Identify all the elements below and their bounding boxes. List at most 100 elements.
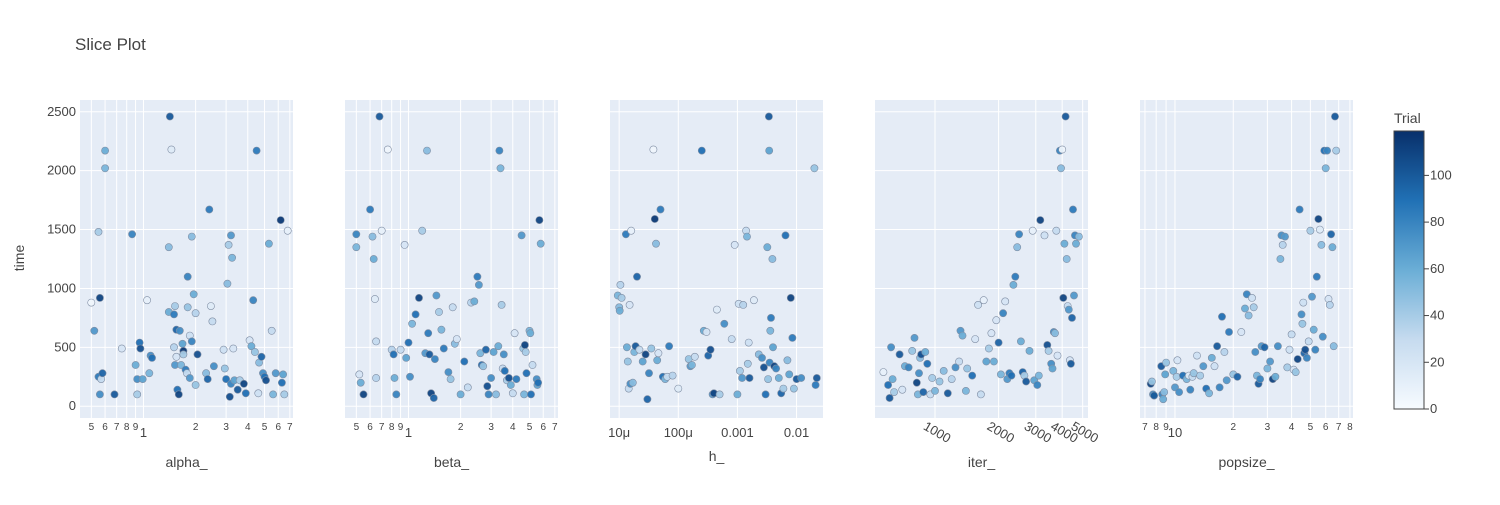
scatter-point[interactable]: [1064, 305, 1073, 314]
scatter-point[interactable]: [522, 369, 531, 378]
scatter-point[interactable]: [425, 350, 434, 359]
scatter-point[interactable]: [810, 164, 819, 173]
scatter-point[interactable]: [1036, 216, 1045, 224]
scatter-point[interactable]: [359, 390, 368, 399]
scatter-point[interactable]: [1007, 371, 1016, 380]
scatter-point[interactable]: [635, 345, 644, 354]
scatter-point[interactable]: [955, 357, 963, 366]
scatter-point[interactable]: [697, 146, 706, 155]
scatter-point[interactable]: [616, 280, 625, 289]
scatter-point[interactable]: [769, 343, 777, 352]
scatter-point[interactable]: [1001, 297, 1010, 306]
scatter-point[interactable]: [958, 331, 967, 340]
scatter-point[interactable]: [432, 291, 441, 300]
scatter-point[interactable]: [389, 350, 398, 359]
scatter-point[interactable]: [1040, 231, 1049, 240]
scatter-point[interactable]: [423, 146, 431, 155]
scatter-point[interactable]: [171, 302, 179, 310]
scatter-point[interactable]: [1303, 353, 1311, 362]
scatter-point[interactable]: [208, 317, 217, 326]
scatter-point[interactable]: [492, 390, 500, 399]
scatter-point[interactable]: [203, 375, 212, 383]
scatter-point[interactable]: [1266, 357, 1274, 366]
scatter-point[interactable]: [408, 319, 416, 328]
scatter-point[interactable]: [898, 385, 907, 394]
scatter-point[interactable]: [429, 394, 438, 402]
scatter-point[interactable]: [187, 232, 196, 241]
scatter-point[interactable]: [765, 112, 773, 121]
scatter-point[interactable]: [484, 390, 493, 399]
scatter-point[interactable]: [277, 378, 286, 387]
scatter-point[interactable]: [1304, 337, 1313, 346]
scatter-point[interactable]: [1062, 255, 1071, 263]
scatter-point[interactable]: [887, 343, 895, 352]
scatter-point[interactable]: [1321, 164, 1330, 173]
scatter-point[interactable]: [521, 341, 529, 349]
scatter-point[interactable]: [267, 326, 276, 335]
scatter-point[interactable]: [189, 290, 198, 299]
scatter-point[interactable]: [87, 298, 96, 307]
scatter-point[interactable]: [191, 381, 200, 389]
scatter-point[interactable]: [999, 309, 1007, 318]
scatter-point[interactable]: [470, 297, 479, 306]
scatter-point[interactable]: [654, 349, 663, 358]
scatter-point[interactable]: [1053, 351, 1062, 360]
scatter-point[interactable]: [98, 369, 107, 378]
scatter-point[interactable]: [1312, 272, 1321, 281]
scatter-point[interactable]: [1215, 383, 1224, 392]
scatter-point[interactable]: [1028, 226, 1037, 235]
scatter-point[interactable]: [786, 293, 795, 302]
scatter-point[interactable]: [652, 239, 660, 248]
scatter-point[interactable]: [743, 232, 751, 241]
scatter-point[interactable]: [928, 374, 937, 382]
scatter-point[interactable]: [890, 388, 898, 396]
scatter-point[interactable]: [375, 112, 384, 121]
scatter-point[interactable]: [506, 381, 515, 389]
scatter-point[interactable]: [228, 253, 236, 262]
scatter-point[interactable]: [713, 305, 721, 314]
scatter-point[interactable]: [1299, 298, 1308, 307]
scatter-point[interactable]: [931, 386, 939, 395]
scatter-point[interactable]: [1314, 215, 1323, 223]
scatter-point[interactable]: [1173, 356, 1182, 365]
scatter-point[interactable]: [456, 390, 465, 399]
scatter-point[interactable]: [812, 374, 821, 382]
scatter-point[interactable]: [915, 369, 923, 378]
scatter-point[interactable]: [1293, 355, 1302, 363]
scatter-point[interactable]: [481, 345, 490, 354]
scatter-point[interactable]: [1210, 362, 1219, 371]
scatter-point[interactable]: [919, 388, 928, 396]
scatter-point[interactable]: [1025, 346, 1034, 355]
scatter-point[interactable]: [1251, 348, 1260, 356]
scatter-point[interactable]: [497, 300, 506, 309]
scatter-point[interactable]: [1323, 146, 1331, 155]
scatter-point[interactable]: [788, 333, 797, 342]
scatter-point[interactable]: [1244, 311, 1253, 320]
scatter-point[interactable]: [185, 374, 194, 382]
scatter-point[interactable]: [1297, 310, 1306, 319]
scatter-point[interactable]: [165, 112, 174, 121]
scatter-point[interactable]: [1241, 304, 1249, 313]
scatter-point[interactable]: [1233, 372, 1242, 381]
scatter-point[interactable]: [1051, 329, 1059, 338]
scatter-point[interactable]: [430, 355, 439, 363]
scatter-point[interactable]: [727, 335, 736, 343]
scatter-point[interactable]: [225, 392, 234, 401]
scatter-point[interactable]: [209, 362, 218, 371]
scatter-point[interactable]: [241, 389, 250, 398]
scatter-point[interactable]: [279, 370, 287, 379]
scatter-point[interactable]: [229, 344, 238, 353]
scatter-point[interactable]: [224, 240, 233, 249]
scatter-point[interactable]: [641, 350, 650, 359]
scatter-point[interactable]: [499, 350, 508, 359]
scatter-point[interactable]: [939, 366, 948, 375]
scatter-point[interactable]: [1276, 255, 1285, 263]
scatter-point[interactable]: [744, 338, 753, 347]
scatter-point[interactable]: [790, 384, 798, 393]
scatter-point[interactable]: [90, 326, 99, 335]
scatter-point[interactable]: [377, 226, 386, 235]
scatter-point[interactable]: [205, 205, 214, 214]
scatter-point[interactable]: [1161, 370, 1170, 379]
scatter-point[interactable]: [1175, 388, 1183, 396]
scatter-point[interactable]: [668, 371, 677, 380]
